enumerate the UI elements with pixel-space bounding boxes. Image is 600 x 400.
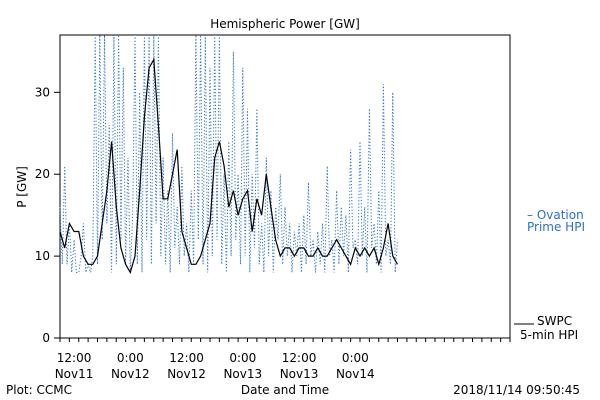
plot-credit: Plot: CCMC bbox=[6, 383, 72, 397]
y-tick-label: 20 bbox=[35, 167, 50, 181]
y-tick-label: 10 bbox=[35, 249, 50, 263]
x-axis-label: Date and Time bbox=[241, 383, 329, 397]
legend-ovation: – Ovation Prime HPI bbox=[527, 208, 585, 234]
x-tick-label-date: Nov13 bbox=[280, 367, 319, 381]
series-layer bbox=[59, 34, 399, 275]
x-tick-label-time: 0:00 bbox=[342, 351, 369, 365]
y-tick-label: 0 bbox=[42, 331, 50, 345]
x-tick-label-date: Nov12 bbox=[167, 367, 206, 381]
legend-swpc: SWPC 5-min HPI bbox=[514, 314, 578, 342]
plot-timestamp: 2018/11/14 09:50:45 bbox=[453, 383, 580, 397]
x-tick-label-time: 0:00 bbox=[117, 351, 144, 365]
x-tick-label-date: Nov12 bbox=[111, 367, 150, 381]
series-ovation-line bbox=[59, 34, 398, 273]
x-tick-label-date: Nov11 bbox=[55, 367, 94, 381]
x-axis-ticks: 12:00 Nov11 0:00 Nov12 12:00 Nov12 0:00 Nov13 12… bbox=[55, 338, 511, 381]
y-axis-label: P [GW] bbox=[15, 166, 29, 208]
legend-ovation-line1: – Ovation bbox=[527, 208, 584, 222]
x-tick-label-time: 12:00 bbox=[57, 351, 92, 365]
x-tick-label-time: 12:00 bbox=[169, 351, 204, 365]
x-tick-label-date: Nov13 bbox=[223, 367, 262, 381]
x-tick-label-date: Nov14 bbox=[336, 367, 375, 381]
y-axis-ticks: 0 10 20 30 bbox=[35, 85, 60, 345]
legend-swpc-line1: SWPC bbox=[537, 314, 572, 328]
series-swpc-line bbox=[59, 57, 399, 275]
chart-title: Hemispheric Power [GW] bbox=[210, 17, 360, 31]
legend-swpc-line2: 5-min HPI bbox=[520, 328, 578, 342]
y-tick-label: 30 bbox=[35, 85, 50, 99]
x-tick-label-time: 12:00 bbox=[282, 351, 317, 365]
x-tick-label-time: 0:00 bbox=[229, 351, 256, 365]
legend-ovation-line2: Prime HPI bbox=[527, 220, 585, 234]
